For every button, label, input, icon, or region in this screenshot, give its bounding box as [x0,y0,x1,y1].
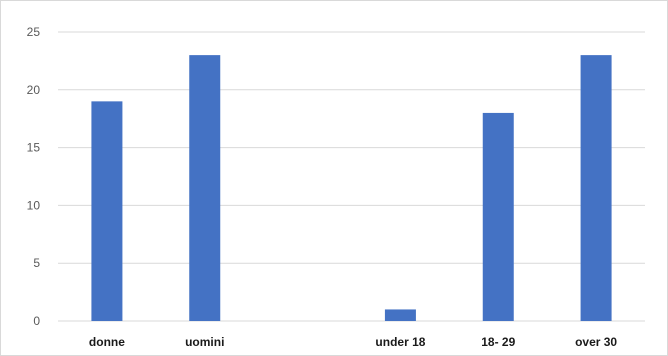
y-tick-label: 15 [27,141,41,155]
x-tick-label: over 30 [575,335,617,349]
y-tick-label: 20 [27,83,41,97]
x-axis-ticks: donne uomini under 18 18- 29 over 30 [89,335,618,349]
x-tick-label: donne [89,335,125,349]
y-tick-label: 5 [33,256,40,270]
bar-over-30 [580,55,612,322]
x-tick-label: uomini [185,335,224,349]
y-tick-label: 0 [33,314,40,328]
y-axis-ticks: 0 5 10 15 20 25 [27,25,41,328]
x-tick-label: under 18 [375,335,425,349]
bar-18--29 [482,112,514,321]
bar-donne [91,101,123,321]
bars [91,55,612,322]
bar-under-18 [384,309,416,321]
y-tick-label: 25 [27,25,41,39]
y-tick-label: 10 [27,198,41,212]
bar-uomini [189,55,221,322]
x-tick-label: 18- 29 [481,335,515,349]
gridlines [58,31,645,322]
